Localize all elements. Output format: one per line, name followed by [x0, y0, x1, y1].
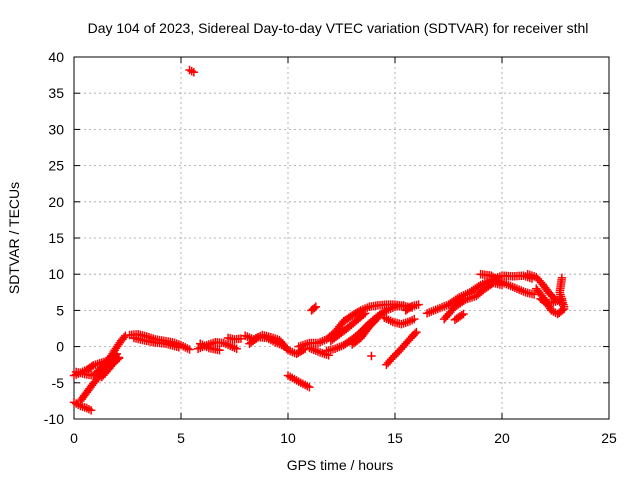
data-point	[305, 382, 314, 392]
y-axis-tick-labels: -10 -5 0 5 10 15 20 25 30 35 40	[44, 49, 64, 427]
data-point	[311, 302, 321, 312]
data-point	[372, 314, 381, 324]
data-point	[559, 302, 569, 312]
data-point	[360, 309, 370, 318]
x-tick-label: 25	[601, 430, 617, 446]
y-tick-label: 20	[48, 194, 64, 210]
data-point	[215, 345, 224, 355]
data-point	[391, 349, 401, 359]
data-point	[232, 344, 241, 354]
data-point	[174, 343, 184, 352]
y-tick-label: 35	[48, 85, 64, 101]
grid	[74, 57, 609, 419]
x-tick-label: 5	[177, 430, 185, 446]
data-point	[113, 354, 122, 363]
data-point	[410, 329, 420, 338]
data-point	[310, 303, 319, 313]
y-tick-label: 25	[48, 158, 64, 174]
y-tick-label: 15	[48, 230, 64, 246]
data-point	[390, 351, 399, 361]
data-point	[367, 351, 376, 361]
data-point	[399, 301, 408, 310]
data-markers	[69, 65, 569, 415]
x-tick-label: 15	[387, 430, 403, 446]
y-tick-label: 40	[48, 49, 64, 65]
y-tick-label: 0	[56, 339, 64, 355]
data-point	[548, 292, 557, 301]
y-tick-label: 5	[56, 302, 64, 318]
chart-title: Day 104 of 2023, Sidereal Day-to-day VTE…	[88, 20, 589, 36]
data-point	[236, 334, 246, 343]
data-point	[393, 348, 402, 357]
data-point	[410, 314, 419, 324]
y-tick-label: 30	[48, 121, 64, 137]
data-point	[189, 67, 199, 77]
data-point	[114, 353, 124, 362]
data-point	[459, 309, 468, 319]
x-axis-tick-labels: 0 5 10 15 20 25	[70, 430, 617, 446]
y-tick-label: 10	[48, 266, 64, 282]
x-tick-label: 20	[494, 430, 510, 446]
y-tick-label: -10	[44, 411, 64, 427]
data-point	[86, 406, 96, 415]
x-tick-label: 0	[70, 430, 78, 446]
data-point	[279, 341, 288, 351]
y-tick-label: -5	[52, 375, 65, 391]
axis-ticks	[73, 56, 610, 420]
data-point	[185, 345, 194, 354]
y-axis-label: SDTVAR / TECUs	[6, 182, 22, 294]
x-tick-label: 10	[280, 430, 296, 446]
data-point	[412, 327, 421, 337]
x-axis-label: GPS time / hours	[287, 457, 394, 473]
data-point	[414, 300, 423, 309]
